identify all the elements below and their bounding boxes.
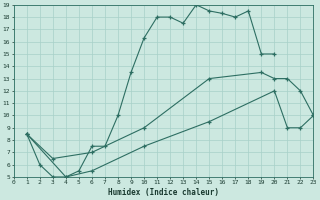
- X-axis label: Humidex (Indice chaleur): Humidex (Indice chaleur): [108, 188, 219, 197]
